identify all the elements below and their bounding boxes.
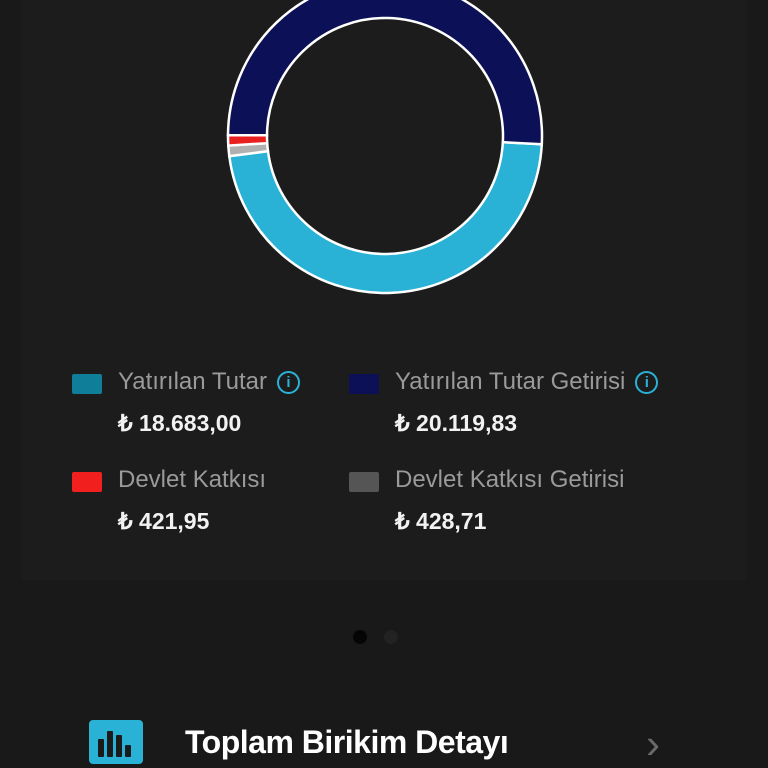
legend-value: ₺ 428,71 [395, 508, 487, 534]
donut-chart [226, 0, 544, 295]
info-icon[interactable]: i [276, 371, 300, 394]
chevron-right-icon: › [646, 720, 660, 767]
legend-value: ₺ 20.119,83 [395, 410, 518, 436]
bar-chart-icon [89, 720, 143, 764]
legend-value: ₺ 421,95 [118, 508, 210, 534]
legend-value: ₺ 18.683,00 [118, 410, 242, 436]
donut-slice-yatırılan-tutar-getirisi [226, 0, 544, 146]
row-title: Toplam Birikim Detayı [185, 724, 509, 760]
info-icon[interactable]: i [635, 371, 659, 394]
legend-label: Yatırılan Tutar [118, 368, 267, 395]
legend-swatch [349, 374, 379, 394]
donut-slice-yatırılan-tutar [227, 140, 544, 295]
legend-label: Devlet Katkısı [118, 466, 267, 493]
legend-swatch [72, 374, 102, 394]
legend-label: Devlet Katkısı Getirisi [395, 466, 625, 493]
page-dot-active[interactable] [353, 630, 367, 644]
page-dot[interactable] [384, 630, 398, 644]
legend-label: Yatırılan Tutar Getirisi [395, 368, 626, 395]
toplam-birikim-detayi-row[interactable]: Toplam Birikim Detayı › [0, 700, 768, 768]
donut-slice-devlet-katkısı [226, 133, 269, 147]
legend-swatch [349, 472, 379, 492]
legend-swatch [72, 472, 102, 492]
